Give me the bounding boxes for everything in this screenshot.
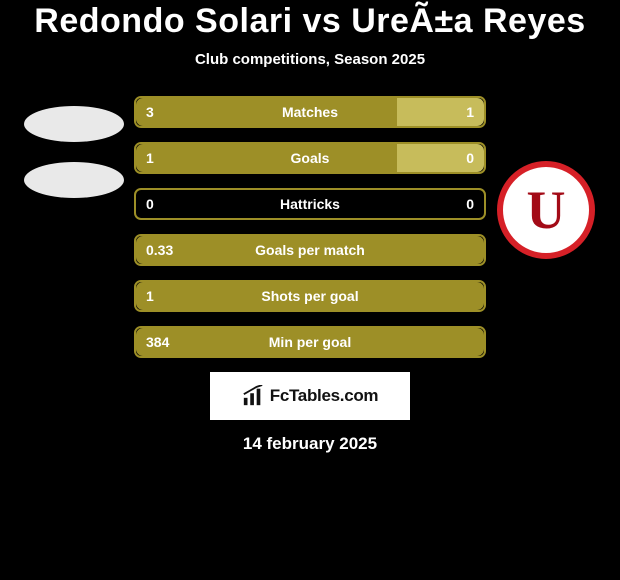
bar-label: Hattricks bbox=[136, 190, 484, 218]
stat-bar: 0 0Hattricks bbox=[134, 188, 486, 220]
stat-bar: 0.33Goals per match bbox=[134, 234, 486, 266]
subtitle: Club competitions, Season 2025 bbox=[195, 51, 425, 68]
bar-left-fill bbox=[136, 282, 484, 310]
stat-bar: 31Matches bbox=[134, 96, 486, 128]
brand-text: FcTables.com bbox=[270, 386, 379, 406]
right-club-logo: U bbox=[497, 161, 595, 259]
bar-value-right: 1 bbox=[466, 98, 474, 126]
bar-value-left: 3 bbox=[146, 98, 154, 126]
bar-left-fill bbox=[136, 236, 484, 264]
page-title: Redondo Solari vs UreÃ±a Reyes bbox=[34, 2, 585, 41]
brand-chart-icon bbox=[242, 385, 264, 407]
date-line: 14 february 2025 bbox=[243, 434, 377, 454]
bar-value-left: 0.33 bbox=[146, 236, 173, 264]
stat-bar: 10Goals bbox=[134, 142, 486, 174]
bar-value-left: 1 bbox=[146, 282, 154, 310]
stat-bar: 384Min per goal bbox=[134, 326, 486, 358]
bar-value-left: 1 bbox=[146, 144, 154, 172]
stats-bars: 31Matches10Goals00Hattricks0.33Goals per… bbox=[134, 96, 486, 358]
bar-value-right: 0 bbox=[466, 144, 474, 172]
bar-left-fill bbox=[136, 328, 484, 356]
bar-value-left: 0 bbox=[146, 190, 154, 218]
bar-left-fill bbox=[136, 144, 397, 172]
bar-value-right: 0 bbox=[466, 190, 474, 218]
bar-left-fill bbox=[136, 98, 397, 126]
left-logo-2 bbox=[24, 162, 124, 198]
comparison-card: Redondo Solari vs UreÃ±a Reyes Club comp… bbox=[0, 0, 620, 580]
club-logo-letter: U bbox=[527, 183, 566, 237]
stat-bar: 1Shots per goal bbox=[134, 280, 486, 312]
left-logo-column bbox=[14, 96, 134, 198]
bar-value-left: 384 bbox=[146, 328, 169, 356]
brand-badge[interactable]: FcTables.com bbox=[210, 372, 410, 420]
right-logo-column: U bbox=[486, 96, 606, 259]
left-logo-1 bbox=[24, 106, 124, 142]
content-row: 31Matches10Goals00Hattricks0.33Goals per… bbox=[0, 96, 620, 358]
